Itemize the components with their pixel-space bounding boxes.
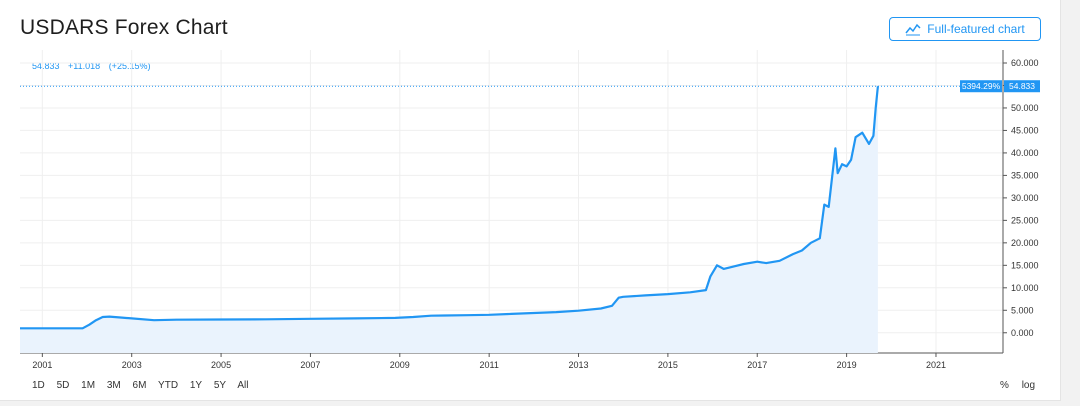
- range-button[interactable]: 1M: [81, 380, 96, 391]
- y-tick-label: 25.000: [1011, 215, 1039, 225]
- y-tick-label: 15.000: [1011, 260, 1039, 270]
- price-tag-bg: [1004, 80, 1040, 93]
- range-button[interactable]: All: [237, 380, 249, 391]
- y-tick-label: 30.000: [1011, 193, 1039, 203]
- range-button[interactable]: 1Y: [189, 380, 203, 391]
- series-line: [20, 86, 879, 330]
- x-tick-label: 2003: [122, 360, 142, 370]
- range-button[interactable]: 5Y: [213, 380, 227, 391]
- range-button[interactable]: 6M: [132, 380, 147, 391]
- scale-options: % log: [1000, 380, 1045, 391]
- x-tick-label: 2007: [300, 360, 320, 370]
- chart-icon: [905, 23, 921, 36]
- y-tick-label: 45.000: [1011, 125, 1039, 135]
- y-tick-label: 20.000: [1011, 238, 1039, 248]
- y-tick-label: 0.000: [1011, 328, 1034, 338]
- percent-tag: 5394.29%: [962, 81, 1001, 91]
- x-tick-label: 2009: [390, 360, 410, 370]
- y-tick-label: 10.000: [1011, 283, 1039, 293]
- x-tick-label: 2005: [211, 360, 231, 370]
- range-button[interactable]: YTD: [158, 380, 179, 391]
- range-selector: 1D 5D 1M 3M 6M YTD 1Y 5Y All: [32, 380, 257, 391]
- legend-last-value: 54.833: [32, 61, 60, 71]
- series-legend: 54.833 +11.018 (+25.15%): [32, 61, 156, 71]
- range-button[interactable]: 5D: [56, 380, 70, 391]
- x-tick-label: 2015: [658, 360, 678, 370]
- x-tick-label: 2013: [569, 360, 589, 370]
- full-featured-chart-button[interactable]: Full-featured chart: [889, 17, 1041, 41]
- x-tick-label: 2019: [837, 360, 857, 370]
- x-tick-label: 2017: [747, 360, 767, 370]
- y-tick-label: 35.000: [1011, 170, 1039, 180]
- full-featured-chart-label: Full-featured chart: [927, 22, 1025, 36]
- log-scale-toggle[interactable]: log: [1021, 380, 1036, 391]
- price-chart[interactable]: 0.000 5.000 10.000 15.000 20.000 25.000 30.000…: [0, 0, 1060, 400]
- price-tag: 54.833: [1009, 81, 1035, 91]
- percent-tag-bg: [960, 80, 1002, 93]
- legend-change-percent: (+25.15%): [108, 61, 151, 71]
- y-tick-label: 50.000: [1011, 103, 1039, 113]
- x-tick-label: 2011: [479, 360, 498, 370]
- x-tick-label: 2001: [32, 360, 52, 370]
- series-area: [20, 86, 878, 353]
- x-tick-label: 2021: [926, 360, 946, 370]
- page-title: USDARS Forex Chart: [20, 16, 228, 39]
- y-tick-label: 5.000: [1011, 305, 1034, 315]
- legend-change: +11.018: [68, 61, 101, 71]
- y-tick-label: 40.000: [1011, 148, 1039, 158]
- y-tick-label: 60.000: [1011, 58, 1039, 68]
- chart-widget: USDARS Forex Chart Full-featured chart 5…: [0, 0, 1061, 401]
- range-button[interactable]: 1D: [32, 380, 45, 391]
- percent-scale-toggle[interactable]: %: [1000, 380, 1009, 391]
- range-button[interactable]: 3M: [106, 380, 121, 391]
